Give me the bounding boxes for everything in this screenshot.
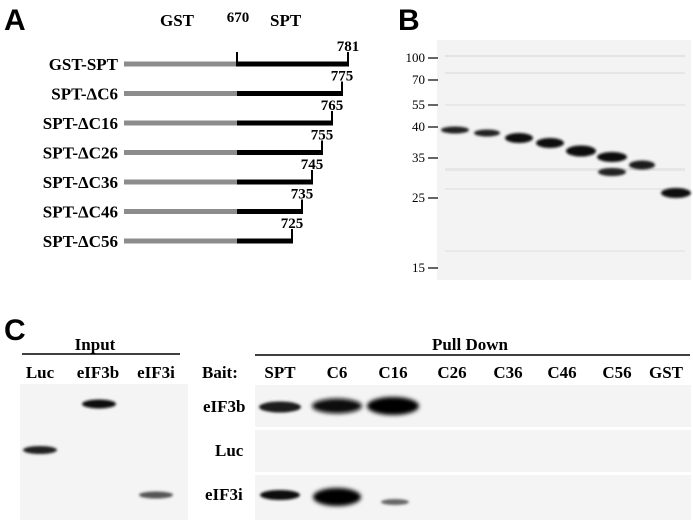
- gel-band-c26: [536, 138, 564, 148]
- construct-name-spt-delta-c56: SPT-ΔC56: [43, 232, 118, 251]
- end-residue-spt-delta-c56: 725: [281, 216, 304, 232]
- construct-name-spt-delta-c26: SPT-ΔC26: [43, 144, 118, 163]
- end-residue-spt-delta-c26: 755: [311, 128, 334, 144]
- row-label-luc: Luc: [215, 441, 244, 460]
- end-residue-gst-spt: 781: [337, 39, 360, 55]
- construct-name-spt-delta-c6: SPT-ΔC6: [51, 85, 118, 104]
- panel-c-label: C: [4, 314, 26, 347]
- pulldown-eif3b-c6: [312, 398, 362, 414]
- bait-lane-c26: C26: [437, 363, 466, 382]
- input-band-luc: [23, 446, 57, 454]
- construct-name-gst-spt: GST-SPT: [49, 55, 119, 74]
- input-lane-eif3i: eIF3i: [137, 363, 175, 382]
- mw-marker-100: 100: [406, 50, 426, 65]
- panel-b: B 100 70 55 40 35 25 15: [398, 4, 691, 280]
- bait-lane-c56: C56: [602, 363, 631, 382]
- bait-lane-c46: C46: [547, 363, 576, 382]
- bait-lane-c36: C36: [493, 363, 522, 382]
- input-lane-eif3b: eIF3b: [77, 363, 120, 382]
- mw-marker-15: 15: [412, 260, 425, 275]
- construct-list: GST-SPT 781 SPT-ΔC6 775 SPT-ΔC16 765 SPT-ΔC26 7…: [43, 39, 359, 251]
- row-label-eif3b: eIF3b: [203, 397, 246, 416]
- gel-band-c6: [474, 129, 500, 137]
- blot-strip-luc: [255, 430, 691, 472]
- row-label-eif3i: eIF3i: [205, 485, 243, 504]
- gel-band-c16: [505, 133, 533, 143]
- end-residue-spt-delta-c6: 775: [331, 69, 354, 85]
- pulldown-eif3i-c16: [381, 499, 409, 505]
- mw-marker-70: 70: [412, 72, 425, 87]
- gel-band-c56: [629, 160, 655, 170]
- pulldown-title: Pull Down: [432, 335, 509, 354]
- gel-band-gst-spt: [441, 126, 469, 134]
- bait-label: Bait:: [202, 363, 238, 382]
- pulldown-eif3b-c16: [367, 397, 419, 415]
- end-residue-spt-delta-c16: 765: [321, 98, 344, 114]
- panel-a-label: A: [4, 4, 26, 37]
- mw-marker-ladder: 100 70 55 40 35 25 15: [406, 50, 438, 275]
- panel-c: C Input Luc eIF3b eIF3i Pull Down Bait: …: [4, 314, 691, 520]
- input-band-eif3i: [139, 491, 173, 499]
- spt-domain-label: SPT: [270, 11, 302, 30]
- construct-name-spt-delta-c16: SPT-ΔC16: [43, 114, 118, 133]
- bait-lane-c16: C16: [378, 363, 407, 382]
- gel-band-c46-upper: [597, 152, 627, 162]
- panel-b-label: B: [398, 4, 420, 37]
- gel-band-c36: [566, 145, 596, 157]
- mw-marker-35: 35: [412, 150, 425, 165]
- gst-domain-label: GST: [160, 11, 195, 30]
- gel-band-c46-lower: [598, 168, 626, 176]
- bait-lane-c6: C6: [327, 363, 348, 382]
- bait-lane-gst: GST: [649, 363, 684, 382]
- start-residue-label: 670: [227, 10, 250, 26]
- mw-marker-40: 40: [412, 119, 425, 134]
- input-band-eif3b: [82, 399, 116, 409]
- end-residue-spt-delta-c36: 745: [301, 157, 324, 173]
- input-title: Input: [75, 335, 116, 354]
- pulldown-eif3b-spt: [259, 401, 301, 413]
- sds-gel: [437, 40, 691, 280]
- input-lane-luc: Luc: [26, 363, 55, 382]
- panel-a: A GST SPT 670 GST-SPT 781 SPT-ΔC6 775 SPT-ΔC…: [4, 4, 359, 251]
- construct-name-spt-delta-c46: SPT-ΔC46: [43, 203, 118, 222]
- pulldown-eif3i-spt: [260, 490, 300, 500]
- end-residue-spt-delta-c46: 735: [291, 187, 314, 203]
- bait-lane-labels: SPT C6 C16 C26 C36 C46 C56 GST: [264, 363, 683, 382]
- gel-background-bands: [445, 55, 685, 252]
- pulldown-eif3i-c6: [313, 488, 361, 506]
- mw-marker-55: 55: [412, 97, 425, 112]
- bait-lane-spt: SPT: [264, 363, 296, 382]
- gel-lanes: [441, 126, 691, 198]
- gel-band-gst: [661, 188, 691, 198]
- construct-name-spt-delta-c36: SPT-ΔC36: [43, 173, 118, 192]
- mw-marker-25: 25: [412, 190, 425, 205]
